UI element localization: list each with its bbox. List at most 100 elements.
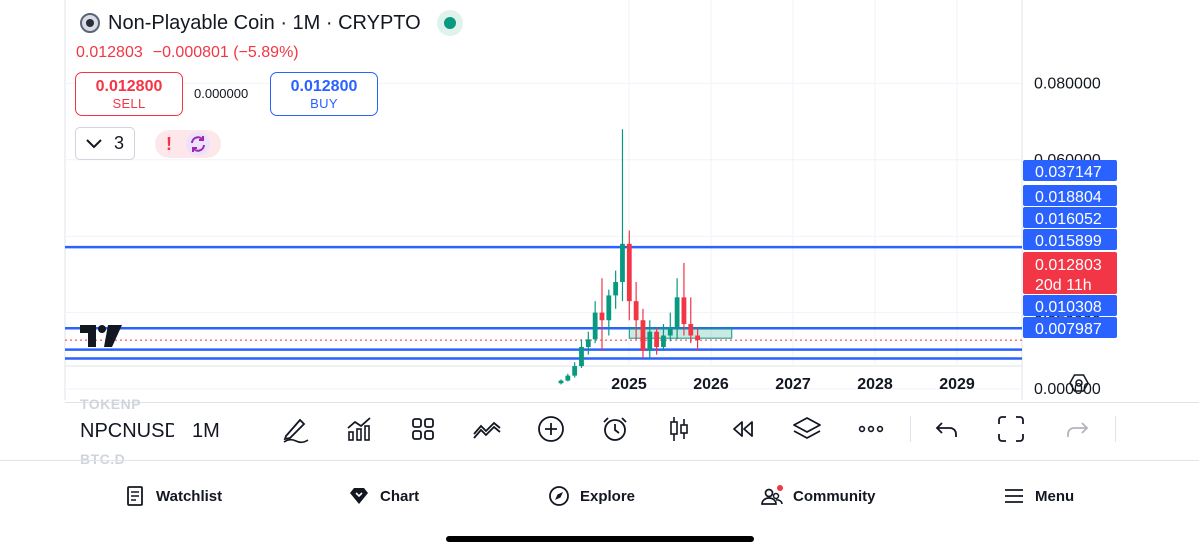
candle-body: [572, 366, 578, 376]
undo-icon[interactable]: [932, 414, 962, 444]
candle-body: [592, 312, 598, 340]
buy-price: 0.012800: [290, 77, 358, 95]
add-icon[interactable]: [536, 414, 566, 444]
market-status-badge[interactable]: [436, 10, 463, 36]
candle-body: [633, 301, 639, 321]
price-label: 0.016052: [1035, 211, 1102, 228]
symbol-title: Non-Playable Coin · 1M · CRYPTO: [108, 11, 421, 34]
y-tick-label: 0.000000: [1034, 381, 1101, 398]
nav-watchlist-label: Watchlist: [156, 487, 223, 505]
price-label-bg: [1023, 229, 1117, 250]
nav-community[interactable]: Community: [761, 485, 876, 507]
nav-chart[interactable]: Chart: [348, 485, 419, 507]
exclamation-icon: !: [166, 133, 172, 154]
sync-icon[interactable]: [186, 132, 210, 156]
candle-body: [606, 295, 612, 321]
more-icon[interactable]: [856, 414, 886, 444]
price-label: 0.037147: [1035, 164, 1102, 181]
price-label-bg: [1023, 185, 1117, 206]
candle-body: [667, 327, 673, 336]
nav-menu[interactable]: Menu: [1003, 485, 1074, 507]
tradingview-logo-icon: [80, 325, 122, 347]
price-label: 0.015899: [1035, 233, 1102, 250]
price-change: −0.000801 (−5.89%): [152, 44, 299, 61]
layers-icon[interactable]: [792, 414, 822, 444]
chevron-down-icon: [86, 138, 102, 148]
chart-diamond-icon: [350, 488, 368, 504]
sell-label: SELL: [112, 95, 146, 111]
hamburger-menu-icon: [1005, 489, 1023, 503]
chart-settings-icon-center: [1075, 379, 1083, 387]
pen-icon[interactable]: [280, 414, 310, 444]
last-price-label: 0.012803: [1035, 257, 1102, 274]
price-label-bg: [1023, 207, 1117, 228]
x-tick-label: 2028: [857, 376, 893, 393]
candle-body: [620, 243, 625, 283]
candle-body: [695, 335, 700, 341]
sell-price: 0.012800: [95, 77, 163, 95]
nav-chart-label: Chart: [380, 487, 420, 505]
home-indicator: [446, 536, 754, 542]
candle-body: [674, 297, 680, 328]
candle-body: [585, 339, 591, 347]
sell-button[interactable]: 0.012800 SELL: [75, 72, 183, 116]
symbol-list-ghost-prev: TOKENP: [80, 396, 142, 412]
compare-icon[interactable]: [472, 414, 502, 444]
candle-body: [681, 297, 687, 325]
nav-watchlist[interactable]: Watchlist: [124, 485, 222, 507]
fullscreen-icon[interactable]: [996, 414, 1026, 444]
long-position-box[interactable]: [628, 327, 733, 339]
buy-label: BUY: [310, 95, 338, 111]
bar-countdown-label: 20d 11h: [1035, 277, 1092, 294]
coin-logo-icon: [80, 13, 100, 33]
candle-body: [654, 331, 660, 347]
bottom-navigation: Watchlist Chart Explore Community Menu: [0, 460, 1199, 530]
last-price: 0.012803: [76, 44, 143, 61]
symbol-selector[interactable]: NPCNUSDT: [80, 420, 174, 442]
candle-body: [647, 331, 653, 351]
toolbar-divider: [910, 416, 911, 442]
replay-icon[interactable]: [728, 414, 758, 444]
x-tick-label: 2027: [775, 376, 811, 393]
nav-menu-label: Menu: [1035, 487, 1075, 505]
price-label: 0.010308: [1035, 299, 1102, 316]
chart-settings-icon[interactable]: [1069, 374, 1089, 392]
price-label: 0.018804: [1035, 189, 1102, 206]
candle-body: [558, 380, 564, 384]
candle-body: [613, 282, 619, 296]
indicators-collapse-button[interactable]: 3: [75, 127, 135, 160]
last-price-label-bg: [1023, 252, 1117, 294]
watchlist-icon: [127, 486, 143, 506]
candle-body: [688, 324, 694, 336]
y-tick-label: 0.080000: [1034, 75, 1101, 92]
x-tick-label: 2025: [611, 376, 647, 393]
candle-body: [661, 335, 666, 347]
nav-community-label: Community: [793, 487, 876, 505]
buy-button[interactable]: 0.012800 BUY: [270, 72, 378, 116]
candles-icon[interactable]: [664, 414, 694, 444]
market-open-icon: [443, 17, 456, 29]
timeframe-selector[interactable]: 1M: [192, 420, 220, 442]
price-chart[interactable]: 0.0800000.0600000.0400000.0200000.000000…: [0, 0, 1199, 400]
price-label-bg: [1023, 160, 1117, 181]
candle-body: [565, 375, 571, 381]
nav-explore[interactable]: Explore: [548, 485, 635, 507]
candle-body: [626, 243, 632, 302]
candle-body: [579, 346, 584, 367]
price-change-row: 0.012803 −0.000801 (−5.89%): [76, 44, 299, 62]
symbol-header[interactable]: Non-Playable Coin · 1M · CRYPTO: [80, 10, 463, 36]
nav-explore-label: Explore: [580, 487, 636, 505]
symbol-list-ghost-next: BTC.D: [80, 451, 126, 467]
toolbar-divider: [1115, 416, 1116, 442]
indicators-icon[interactable]: [344, 414, 374, 444]
alert-status[interactable]: !: [155, 130, 221, 158]
compass-icon: [549, 486, 569, 506]
grid-icon[interactable]: [408, 414, 438, 444]
x-tick-label: 2026: [693, 376, 729, 393]
notification-dot: [777, 485, 783, 491]
alarm-icon[interactable]: [600, 414, 630, 444]
price-label-bg: [1023, 317, 1117, 338]
price-label: 0.007987: [1035, 321, 1102, 338]
redo-icon[interactable]: [1062, 414, 1092, 444]
candle-body: [599, 312, 605, 321]
